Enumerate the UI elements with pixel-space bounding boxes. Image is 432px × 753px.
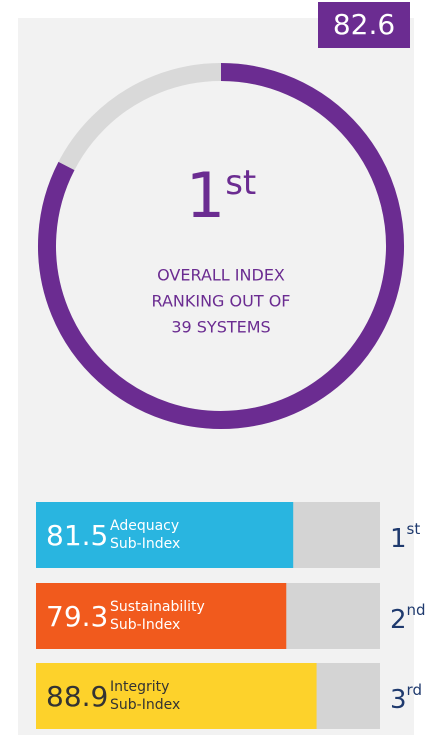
rank-number: 2 (390, 605, 407, 635)
bar-name: Sustainability (110, 599, 205, 615)
bar (36, 663, 317, 729)
rank-suffix: nd (407, 601, 426, 619)
bar-name: Sub-Index (110, 697, 180, 713)
caption: 39 SYSTEMS (171, 318, 270, 337)
bar-value: 81.5 (46, 519, 108, 552)
bar-name: Adequacy (110, 518, 179, 534)
rank-suffix: st (407, 520, 421, 538)
caption: RANKING OUT OF (151, 292, 290, 311)
value-label: 82.6 (333, 8, 395, 41)
rank-suffix: rd (407, 681, 422, 699)
donut-arc (38, 63, 404, 429)
bar-name: Integrity (110, 679, 169, 695)
bar-name: Sub-Index (110, 536, 180, 552)
bar-name: Sub-Index (110, 617, 180, 633)
value-box (318, 2, 410, 48)
bar-value: 79.3 (46, 600, 108, 633)
rank-number: 1 (186, 159, 225, 232)
rank-number: 1 (390, 524, 407, 554)
rank-suffix: st (225, 163, 256, 203)
bar-rank: 3rd (390, 681, 422, 715)
rank: 1st (186, 159, 257, 232)
bar-value: 88.9 (46, 680, 108, 713)
rank-number: 3 (390, 685, 407, 715)
caption: OVERALL INDEX (157, 266, 285, 285)
bar (36, 502, 294, 568)
bar-rank: 2nd (390, 601, 426, 635)
bar (36, 583, 287, 649)
bar-rank: 1st (390, 520, 420, 554)
